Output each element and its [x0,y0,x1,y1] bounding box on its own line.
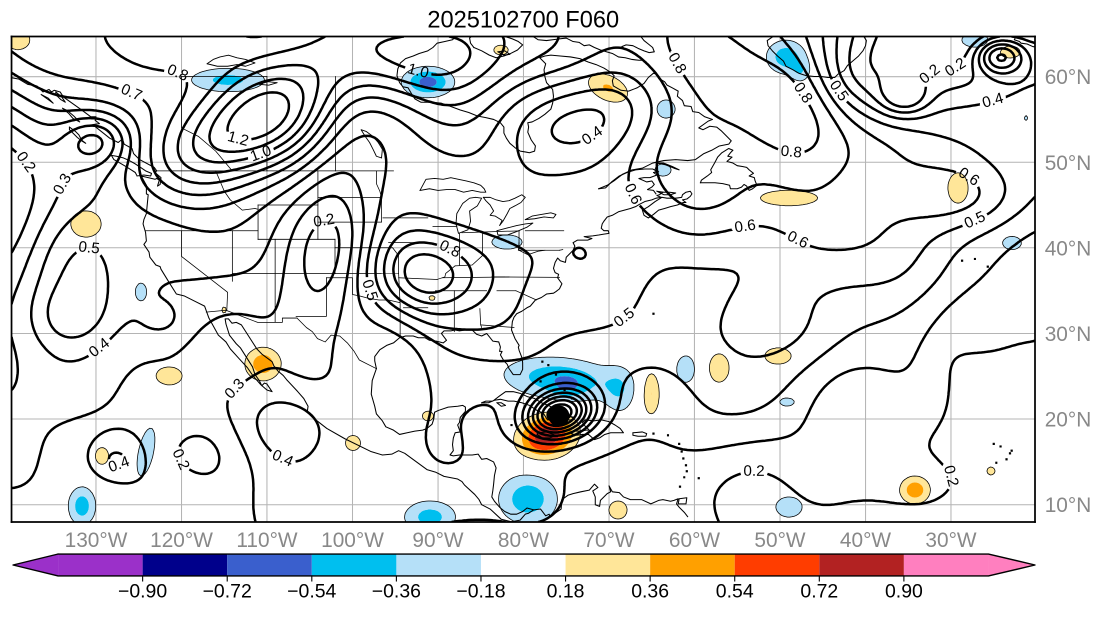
svg-text:0.8: 0.8 [780,143,803,162]
svg-text:0.5: 0.5 [358,277,381,302]
svg-text:0.4: 0.4 [106,453,132,476]
svg-text:40°N: 40°N [1045,237,1092,260]
svg-text:0.72: 0.72 [800,581,838,603]
svg-text:60°W: 60°W [669,529,720,552]
svg-text:−0.90: −0.90 [118,581,167,603]
svg-text:−0.54: −0.54 [287,581,336,603]
svg-text:30°N: 30°N [1045,323,1092,346]
svg-text:0.90: 0.90 [885,581,923,603]
svg-text:0.2: 0.2 [312,211,336,231]
svg-text:0.6: 0.6 [734,217,757,237]
svg-text:0.54: 0.54 [716,581,754,603]
svg-text:1.0: 1.0 [406,60,431,82]
svg-text:30°W: 30°W [925,529,976,552]
svg-text:−0.72: −0.72 [203,581,252,603]
svg-text:70°W: 70°W [583,529,634,552]
svg-text:0.2: 0.2 [940,464,962,489]
svg-text:50°W: 50°W [754,529,805,552]
svg-text:110°W: 110°W [236,529,298,552]
svg-text:0.4: 0.4 [980,90,1005,112]
svg-text:0.5: 0.5 [78,238,101,257]
svg-text:100°W: 100°W [321,529,384,552]
svg-text:120°W: 120°W [150,529,213,552]
svg-text:90°W: 90°W [412,529,463,552]
svg-text:130°W: 130°W [65,529,128,552]
svg-text:50°N: 50°N [1045,152,1092,175]
svg-text:0.18: 0.18 [547,581,585,603]
svg-text:60°N: 60°N [1045,66,1092,89]
svg-text:0.36: 0.36 [631,581,669,603]
svg-text:80°W: 80°W [498,529,549,552]
svg-text:1.0: 1.0 [248,142,274,165]
svg-text:0.2: 0.2 [743,463,764,480]
svg-text:1.2: 1.2 [226,128,251,150]
svg-text:20°N: 20°N [1045,409,1092,432]
svg-text:40°W: 40°W [840,529,891,552]
svg-text:10°N: 10°N [1045,494,1092,517]
svg-text:0.8: 0.8 [165,61,191,85]
svg-text:−0.36: −0.36 [372,581,421,603]
svg-text:2025102700 F060: 2025102700 F060 [427,7,619,33]
svg-text:−0.18: −0.18 [456,581,505,603]
